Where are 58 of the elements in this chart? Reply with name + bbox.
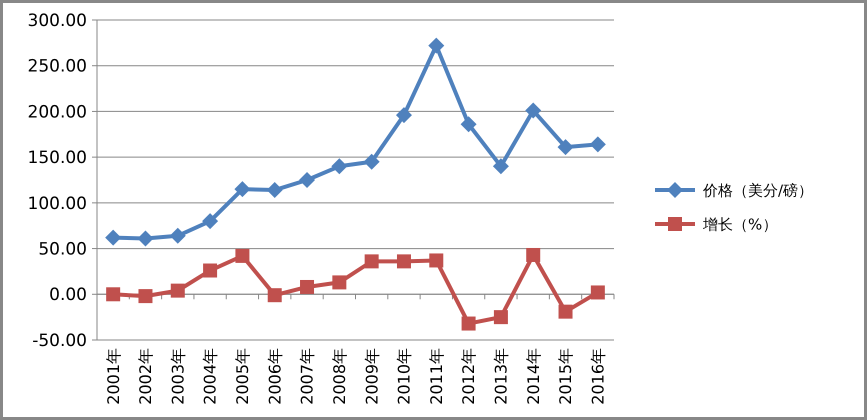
x-tick-label: 2006年 (265, 348, 284, 405)
point (300, 280, 314, 294)
point (364, 154, 380, 170)
x-tick-label: 2015年 (556, 348, 576, 405)
point (170, 284, 185, 298)
point (526, 248, 540, 262)
point (299, 172, 316, 188)
point (170, 228, 186, 244)
point (428, 38, 444, 54)
y-tick-label: 300.00 (28, 10, 87, 31)
x-tick-label: 2014年 (524, 348, 543, 405)
legend-label: 价格（美分/磅） (702, 181, 814, 200)
x-tick-label: 2013年 (492, 348, 511, 405)
y-tick-label: -50.00 (32, 330, 87, 351)
point (590, 285, 605, 300)
x-tick-label: 2001年 (104, 348, 123, 405)
y-tick-label: 0.00 (49, 285, 87, 306)
point (331, 158, 348, 174)
point (138, 289, 152, 304)
point (492, 158, 509, 174)
point (525, 102, 542, 119)
point (268, 288, 282, 302)
point (429, 253, 444, 268)
point (266, 182, 283, 198)
x-tick-label: 2010年 (394, 348, 414, 405)
point (234, 181, 250, 198)
legend-label: 增长（%） (702, 215, 778, 234)
point (106, 287, 120, 302)
x-tick-label: 2002年 (136, 348, 156, 405)
y-tick-label: 200.00 (28, 102, 87, 122)
x-tick-label: 2005年 (233, 348, 252, 405)
point (558, 304, 573, 319)
point (105, 230, 122, 246)
point (137, 230, 154, 247)
x-tick-label: 2003年 (168, 348, 188, 405)
point (558, 139, 574, 156)
point (235, 248, 250, 263)
point (494, 310, 508, 324)
x-tick-label: 2009年 (362, 348, 382, 405)
point (396, 107, 412, 124)
x-tick-label: 2004年 (200, 348, 220, 405)
x-tick-label: 2016年 (588, 348, 608, 405)
point (332, 275, 346, 290)
point (590, 136, 606, 152)
y-tick-label: 150.00 (28, 148, 87, 168)
y-tick-label: 250.00 (28, 56, 87, 77)
x-tick-label: 2007年 (298, 348, 317, 405)
point (203, 264, 218, 278)
x-tick-label: 2011年 (426, 348, 446, 405)
y-tick-label: 50.00 (38, 240, 87, 260)
x-tick-label: 2008年 (330, 348, 349, 405)
point (396, 254, 411, 268)
point (364, 254, 379, 268)
y-tick-label: 100.00 (28, 194, 87, 214)
point (202, 213, 218, 230)
point (460, 116, 477, 132)
point (462, 316, 476, 331)
x-tick-label: 2012年 (459, 348, 478, 405)
